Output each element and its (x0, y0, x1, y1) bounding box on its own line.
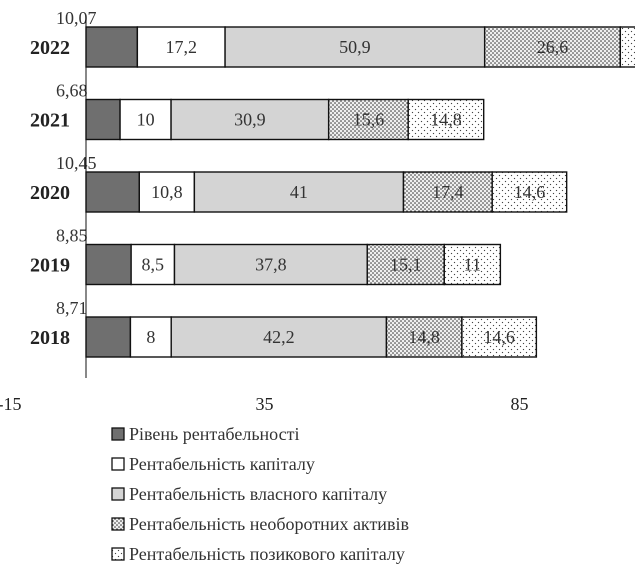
category-label-2021: 2021 (30, 110, 70, 132)
data-label: 37,8 (255, 255, 287, 275)
data-label: 14,8 (408, 327, 440, 347)
bar-segment (130, 243, 176, 286)
legend: Рівень рентабельності Рентабельність капі… (111, 424, 409, 564)
bar-segment (366, 243, 445, 286)
data-label: 15,1 (390, 255, 422, 275)
bar-segment (173, 243, 368, 286)
data-label: 10,8 (151, 182, 183, 202)
data-label: 30,9 (234, 110, 266, 130)
legend-label: Рентабельність капіталу (129, 454, 315, 474)
data-label: 50,9 (339, 37, 371, 57)
legend-swatch (111, 547, 125, 561)
data-label: 8 (146, 327, 155, 347)
data-label: 41 (290, 182, 308, 202)
bar-segment (85, 243, 132, 286)
bar-segment (85, 316, 132, 358)
legend-label: Рентабельність позикового капіталу (129, 544, 405, 564)
data-label: 6,68 (56, 81, 88, 101)
legend-label: Рентабельність власного капіталу (129, 484, 387, 504)
bar-segment (138, 171, 196, 213)
data-label: 17,4 (432, 182, 464, 202)
legend-swatch (111, 457, 125, 471)
data-label: 10,07 (56, 8, 97, 28)
bar-segment (407, 98, 485, 141)
bar-segment (85, 98, 121, 141)
bar-segment (136, 26, 226, 68)
bar-segment (85, 26, 139, 68)
x-tick-label: 85 (511, 394, 529, 414)
data-label: 8,5 (142, 255, 165, 275)
bar-segment (129, 316, 172, 358)
bar-segment (170, 98, 330, 141)
data-label: 8,85 (56, 226, 88, 246)
bar-segment (619, 26, 635, 68)
data-label: 15,6 (353, 110, 385, 130)
x-tick-label: 35 (256, 394, 274, 414)
data-label: 14,8 (430, 110, 462, 130)
data-label: 14,6 (483, 327, 515, 347)
data-label: 10,45 (56, 153, 97, 173)
bars-layer: 202210,0717,250,926,625,920216,681030,91… (30, 8, 635, 358)
legend-label: Рівень рентабельності (129, 424, 299, 444)
bar-segment (85, 171, 140, 213)
data-label: 11 (464, 255, 481, 275)
legend-swatch (111, 517, 125, 531)
x-tick-label: -15 (0, 394, 22, 414)
category-label-2020: 2020 (30, 182, 70, 204)
bar-segment (193, 171, 405, 213)
bar-segment (461, 316, 538, 358)
data-label: 8,71 (56, 298, 88, 318)
data-label: 14,6 (514, 182, 546, 202)
bar-segment (402, 171, 493, 213)
legend-swatch (111, 487, 125, 501)
bar-segment (483, 26, 622, 68)
data-label: 42,2 (263, 327, 295, 347)
x-axis: -153585135 (0, 20, 529, 414)
category-label-2022: 2022 (30, 37, 70, 59)
legend-label: Рентабельність необоротних активів (129, 514, 409, 534)
bar-segment (170, 316, 388, 358)
category-label-2019: 2019 (30, 255, 70, 277)
data-label: 10 (137, 110, 155, 130)
legend-swatch (111, 427, 125, 441)
bar-segment (385, 316, 463, 358)
category-label-2018: 2018 (30, 327, 70, 349)
bar-segment (327, 98, 409, 141)
bar-segment (224, 26, 486, 68)
bar-segment (491, 171, 568, 213)
bar-segment (443, 243, 502, 286)
data-label: 17,2 (165, 37, 197, 57)
data-label: 26,6 (537, 37, 569, 57)
